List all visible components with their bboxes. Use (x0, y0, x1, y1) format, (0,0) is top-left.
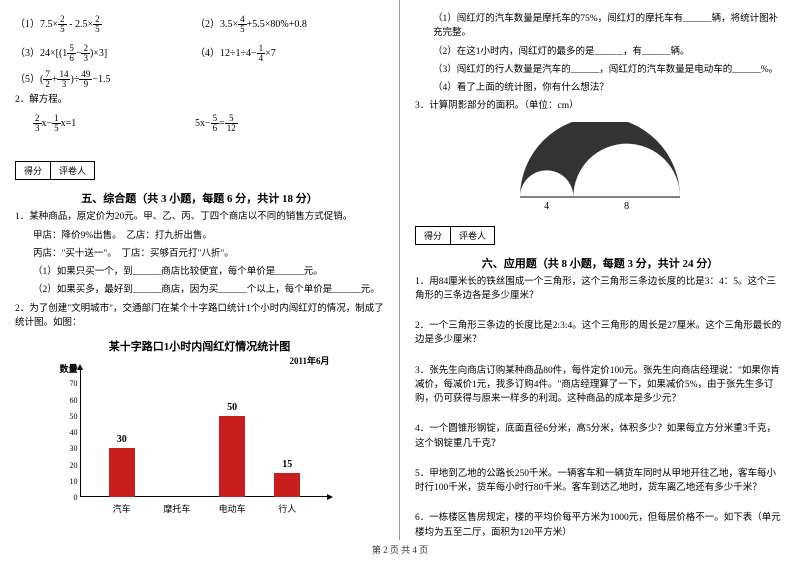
s5-q2: 2．为了创建"文明城市"，交通部门在某个十字路口统计1个小时内闯红灯的情况，制成… (15, 302, 384, 331)
page-footer: 第 2 页 共 4 页 (0, 540, 800, 559)
s5-q1c: （1）如果只买一个，到______商店比较便宜，每个单价是______元。 (15, 265, 384, 279)
s6-q5: 5．甲地到乙地的公路长250千米。一辆客车和一辆货车同时从甲地开往乙地，客车每小… (415, 467, 785, 496)
svg-text:8: 8 (624, 201, 629, 212)
formula-5: （5）(72+143)÷499−1.5 (15, 70, 384, 89)
r-q5: 3．计算阴影部分的面积。（单位：cm） (415, 99, 785, 113)
r-q3: （3）闯红灯的行人数量是汽车的______，闯红灯的汽车数量是电动车的_____… (415, 63, 785, 77)
q2-title: 2．解方程。 (15, 93, 384, 107)
arc-svg: 48 (520, 122, 680, 212)
left-column: （1）7.5×25 - 2.5×25 （2）3.5×45+5.5×80%+0.8… (0, 0, 400, 540)
chart-title: 某十字路口1小时内闯红灯情况统计图 (50, 338, 350, 354)
chart-date: 2011年6月 (50, 354, 350, 367)
s6-q2: 2．一个三角形三条边的长度比是2:3:4。这个三角形的周长是27厘米。这个三角形… (415, 319, 785, 348)
arc-diagram: 48 (510, 122, 690, 212)
formula-row-1: （1）7.5×25 - 2.5×25 （2）3.5×45+5.5×80%+0.8 (15, 12, 384, 37)
score-box: 得分评卷人 (15, 161, 95, 180)
r-q2: （2）在这1小时内，闯红灯的最多的是______，有______辆。 (415, 45, 785, 59)
bar-chart: 某十字路口1小时内闯红灯情况统计图 2011年6月 数量 01020304050… (50, 338, 350, 517)
equations: 23x−15x=1 5x−56=512 (15, 111, 384, 136)
s6-q6: 6．一栋楼区售房规定，楼的平均价每平方米为1000元，但每层价格不一。如下表（单… (415, 511, 785, 540)
s6-q3: 3．张先生向商店订购某种商品80件，每件定价100元。张先生向商店经理说："如果… (415, 364, 785, 407)
f1a-label: （1）7.5× (15, 19, 58, 30)
section-5-title: 五、综合题（共 3 小题，每题 6 分，共计 18 分） (15, 190, 384, 206)
s6-q1: 1．用84厘米长的铁丝围成一个三角形，这个三角形三条边长度的比是3：4：5。这个… (415, 275, 785, 304)
r-q4: （4）看了上面的统计图，你有什么想法？ (415, 81, 785, 95)
s6-q4: 4．一个圆锥形钢锭，底面直径6分米，高5分米，体积多少？如果每立方分米重3千克，… (415, 422, 785, 451)
f2b-label: （4）12÷1÷4− (195, 48, 257, 59)
s5-q1a: 甲店：降价9%出售。 乙店：打九折出售。 (15, 229, 384, 243)
s5-q1: 1．某种商品，原定价为20元。甲、乙、丙、丁四个商店以不同的销售方式促销。 (15, 210, 384, 224)
section-6-title: 六、应用题（共 8 小题，每题 3 分，共计 24 分） (415, 255, 785, 271)
f2a-label: （3） (15, 48, 40, 59)
s5-q1b: 丙店："买十送一"。 丁店：买够百元打"八折"。 (15, 247, 384, 261)
s5-q1d: （2）如果买多，最好到______商店，因为买______个以上，每个单价是__… (15, 283, 384, 297)
right-column: （1）闯红灯的汽车数量是摩托车的75%，闯红灯的摩托车有______辆，将统计图… (400, 0, 800, 540)
score-box-2: 得分评卷人 (415, 226, 495, 245)
f1b-label: （2） (195, 19, 220, 30)
formula-row-2: （3）24×[(156−23)×3] （4）12÷1÷4−14×7 (15, 41, 384, 66)
r-q1: （1）闯红灯的汽车数量是摩托车的75%，闯红灯的摩托车有______辆，将统计图… (415, 12, 785, 41)
svg-text:4: 4 (544, 201, 549, 212)
